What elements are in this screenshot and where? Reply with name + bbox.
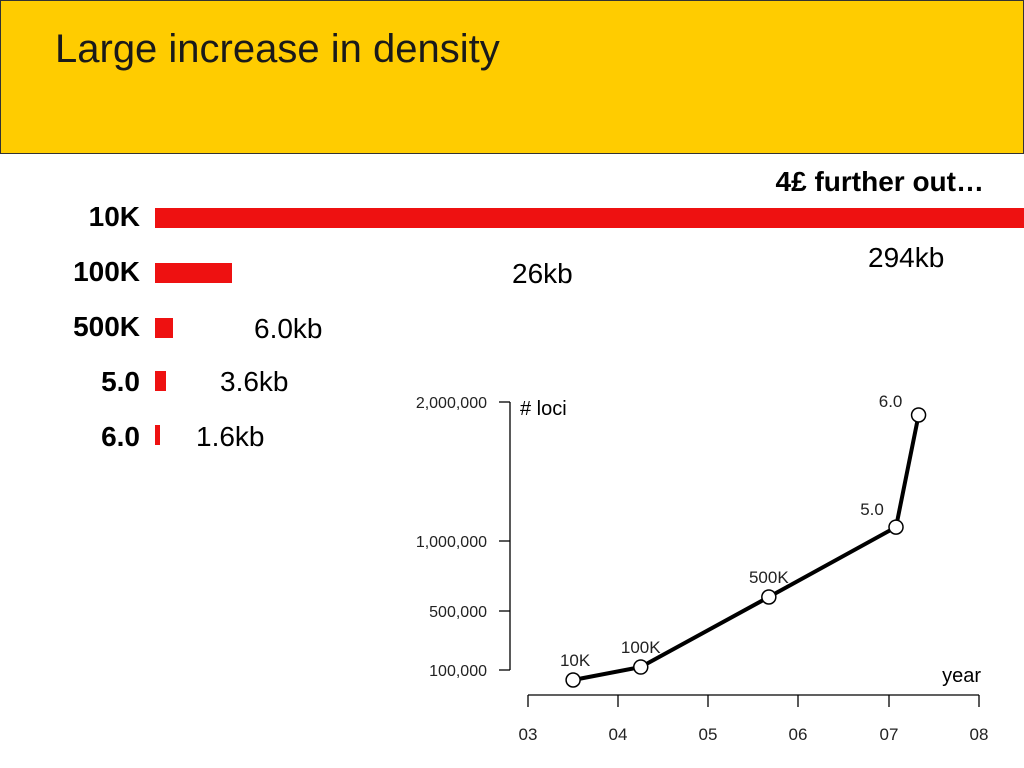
data-point-label: 6.0 [879,392,903,411]
x-tick-label: 04 [609,725,628,744]
series: 10K 100K 500K 5.0 6.0 [560,392,927,688]
data-point [633,659,649,675]
title-band: Large increase in density [0,0,1024,154]
bar-category-label: 6.0 [101,421,140,452]
bar [155,371,166,391]
y-tick-label: 100,000 [429,663,487,680]
bar-value-label: 1.6kb [196,421,265,452]
data-point-label: 500K [749,568,789,587]
y-axis: 100,000 500,000 1,000,000 2,000,000 # lo… [416,395,567,680]
x-tick-label: 07 [880,725,899,744]
bar [155,318,173,338]
data-point [910,407,927,423]
x-tick-label: 03 [519,725,538,744]
further-out-note: 4£ further out… [775,166,984,197]
data-point [888,519,904,535]
bar-category-label: 100K [73,256,140,287]
x-tick-label: 06 [789,725,808,744]
bar-value-label: 26kb [512,258,573,289]
bar-value-label: 294kb [868,242,945,273]
data-point [761,589,777,605]
x-axis-label: year [942,665,981,687]
x-axis: 03 04 05 06 07 08 year [519,665,989,744]
bar-category-label: 5.0 [101,366,140,397]
y-tick-label: 500,000 [429,604,487,621]
y-tick-label: 2,000,000 [416,395,487,412]
data-point [565,672,581,688]
bar [155,263,232,283]
bar-value-label: 6.0kb [254,313,323,344]
data-point-label: 5.0 [860,500,884,519]
data-point-label: 100K [621,638,661,657]
y-tick-label: 1,000,000 [416,534,487,551]
x-tick-label: 05 [699,725,718,744]
y-axis-label: # loci [520,398,567,420]
bar-category-label: 10K [88,201,140,232]
slide-title: Large increase in density [55,27,500,71]
bar [155,208,1024,228]
data-point-label: 10K [560,651,591,670]
x-tick-label: 08 [970,725,989,744]
bar [155,425,160,445]
bar-category-label: 500K [73,311,140,342]
bar-value-label: 3.6kb [220,366,289,397]
